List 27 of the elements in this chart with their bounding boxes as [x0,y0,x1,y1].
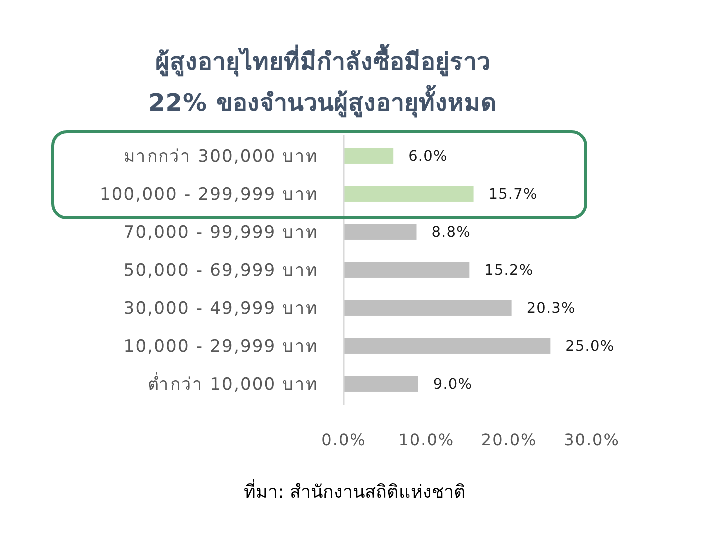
y-tick-label: 10,000 - 29,999 บาท [124,336,318,357]
bar [344,300,512,316]
bar [344,148,394,164]
y-tick-label: 100,000 - 299,999 บาท [100,184,318,205]
x-tick-label: 0.0% [322,430,366,450]
text: ที่มา: สำนักงานสถิติแห่งชาติ [244,479,466,503]
x-tick-label: 10.0% [398,430,455,450]
bar [344,186,474,202]
bar [344,338,551,354]
data-label: 15.2% [484,263,534,280]
data-label: 15.7% [488,187,538,204]
bar [344,224,417,240]
bar [344,376,418,392]
y-tick-label: 70,000 - 99,999 บาท [124,222,318,243]
bar [344,262,470,278]
data-label: 25.0% [566,339,615,356]
data-label: 20.3% [526,301,576,318]
y-tick-label: มากกว่า 300,000 บาท [124,146,318,167]
chart-title: ผู้สูงอายุไทยที่มีกำลังซื้อมีอยู่ราว 22% ของจำนวนผู้สูงอายุทั้งหมด [148,43,498,119]
y-tick-label: 30,000 - 49,999 บาท [124,298,318,319]
x-tick-label: 20.0% [481,430,538,450]
x-tick-label: 30.0% [564,430,620,450]
data-label: 8.8% [432,225,471,242]
y-tick-label: 50,000 - 69,999 บาท [124,260,318,281]
data-label: 9.0% [433,377,473,394]
y-tick-label: ต่ำกว่า 10,000 บาท [148,372,318,395]
data-label: 6.0% [408,149,448,166]
